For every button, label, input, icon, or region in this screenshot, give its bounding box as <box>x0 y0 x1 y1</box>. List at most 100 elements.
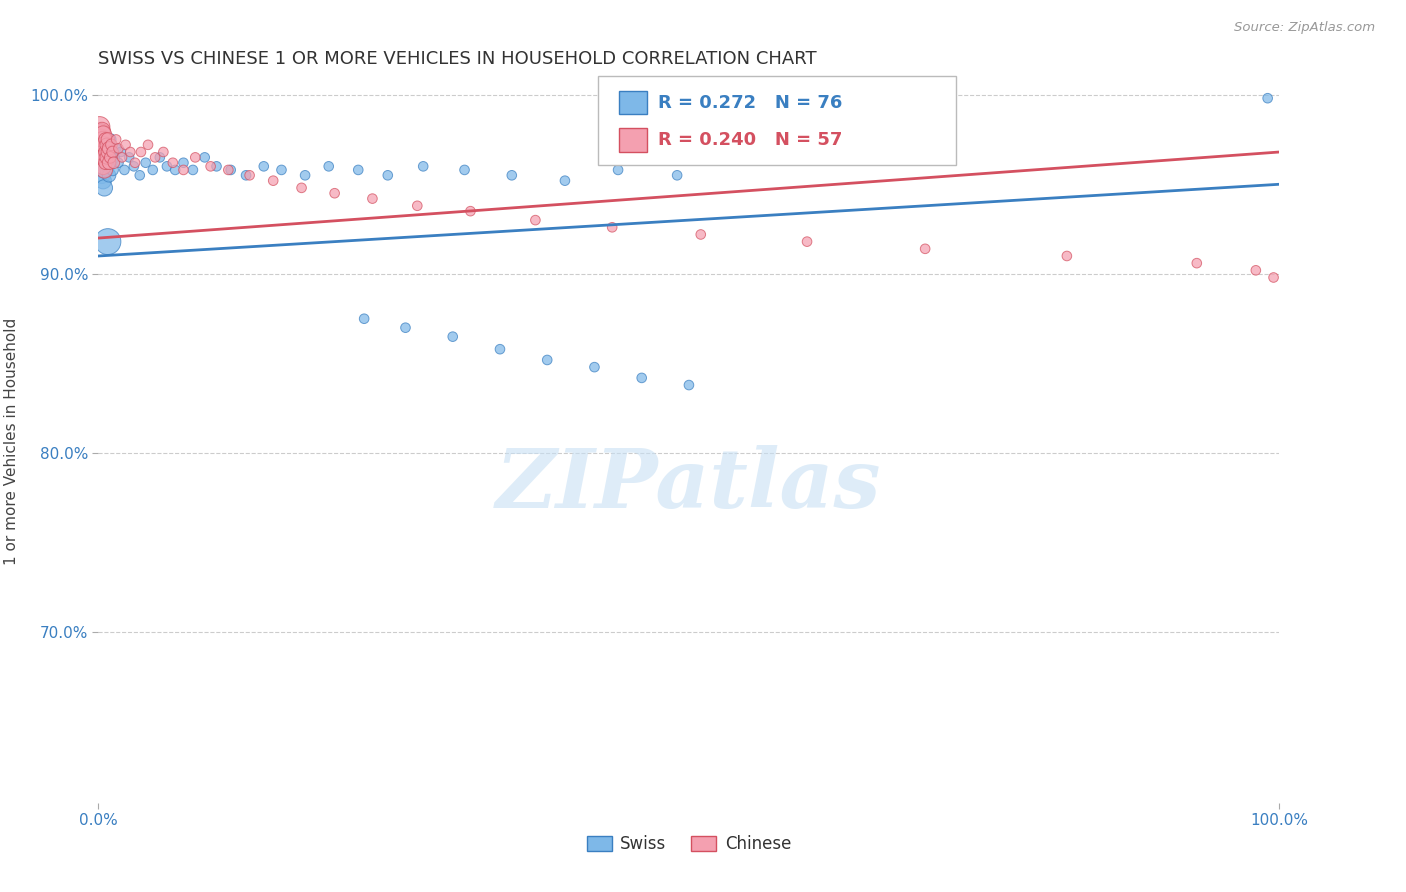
Point <box>536 353 558 368</box>
Point <box>94 137 117 152</box>
Point <box>93 137 115 152</box>
Point <box>96 137 118 152</box>
Text: SWISS VS CHINESE 1 OR MORE VEHICLES IN HOUSEHOLD CORRELATION CHART: SWISS VS CHINESE 1 OR MORE VEHICLES IN H… <box>98 50 817 68</box>
Point <box>93 162 115 177</box>
Point <box>91 174 114 188</box>
Point <box>101 145 124 159</box>
Point <box>1185 256 1208 270</box>
Point <box>94 132 117 146</box>
Point <box>152 145 174 159</box>
Point <box>194 150 217 164</box>
Point <box>441 329 464 343</box>
Point <box>100 155 122 169</box>
Point <box>361 192 384 206</box>
Point <box>91 145 114 159</box>
Point <box>91 141 114 155</box>
Point <box>101 162 124 177</box>
Text: R = 0.240   N = 57: R = 0.240 N = 57 <box>658 131 842 149</box>
Point <box>678 378 700 392</box>
Point <box>91 159 114 173</box>
Point <box>90 150 112 164</box>
Point <box>129 145 152 159</box>
Text: Source: ZipAtlas.com: Source: ZipAtlas.com <box>1234 21 1375 34</box>
Point <box>128 169 150 183</box>
Point <box>239 169 262 183</box>
Point <box>96 162 118 177</box>
Point <box>607 162 630 177</box>
Point <box>114 137 136 152</box>
Point <box>112 162 135 177</box>
Point <box>91 150 114 164</box>
Point <box>1056 249 1078 263</box>
Point <box>181 162 204 177</box>
Point <box>796 235 818 249</box>
Point <box>156 159 179 173</box>
Point <box>1263 270 1285 285</box>
Point <box>600 220 623 235</box>
Point <box>524 213 547 227</box>
Point <box>200 159 222 173</box>
Text: ZIPatlas: ZIPatlas <box>496 445 882 524</box>
Point <box>219 162 242 177</box>
Point <box>205 159 228 173</box>
Point <box>98 150 121 164</box>
Point <box>142 162 165 177</box>
Point <box>347 162 370 177</box>
Point <box>91 137 114 152</box>
Point <box>110 145 132 159</box>
Point <box>96 150 118 164</box>
Point <box>666 169 689 183</box>
Point <box>165 162 187 177</box>
Point <box>90 137 112 152</box>
Point <box>89 120 111 134</box>
Point <box>90 127 112 141</box>
Point <box>318 159 340 173</box>
Point <box>630 371 652 385</box>
Point <box>689 227 711 242</box>
Point <box>172 162 194 177</box>
Point <box>98 155 121 169</box>
Point <box>98 145 121 159</box>
Point <box>118 150 141 164</box>
Point <box>103 155 125 169</box>
Point <box>107 141 129 155</box>
Legend: Swiss, Chinese: Swiss, Chinese <box>581 828 797 860</box>
Point <box>124 155 146 169</box>
Point <box>253 159 276 173</box>
Y-axis label: 1 or more Vehicles in Household: 1 or more Vehicles in Household <box>4 318 18 566</box>
Point <box>91 169 114 183</box>
Point <box>235 169 257 183</box>
Point <box>412 159 434 173</box>
Point <box>97 141 120 155</box>
Point <box>489 342 512 356</box>
Point <box>89 127 111 141</box>
Point <box>98 132 121 146</box>
Point <box>162 155 184 169</box>
Point <box>103 150 125 164</box>
Point <box>105 141 128 155</box>
Point <box>184 150 207 164</box>
Point <box>135 155 157 169</box>
Point <box>97 235 120 249</box>
Point <box>96 150 118 164</box>
Text: R = 0.272   N = 76: R = 0.272 N = 76 <box>658 94 842 112</box>
Point <box>91 159 114 173</box>
Point <box>143 150 166 164</box>
Point <box>93 132 115 146</box>
Point <box>91 127 114 141</box>
Point <box>554 174 576 188</box>
Point <box>97 159 120 173</box>
Point <box>270 162 292 177</box>
Point <box>111 150 134 164</box>
Point <box>91 132 114 146</box>
Point <box>406 199 429 213</box>
Point <box>93 162 115 177</box>
Point <box>323 186 346 201</box>
Point <box>93 150 115 164</box>
Point <box>100 137 122 152</box>
Point <box>501 169 523 183</box>
Point <box>97 145 120 159</box>
Point <box>91 127 114 141</box>
Point <box>136 137 159 152</box>
Point <box>149 150 172 164</box>
